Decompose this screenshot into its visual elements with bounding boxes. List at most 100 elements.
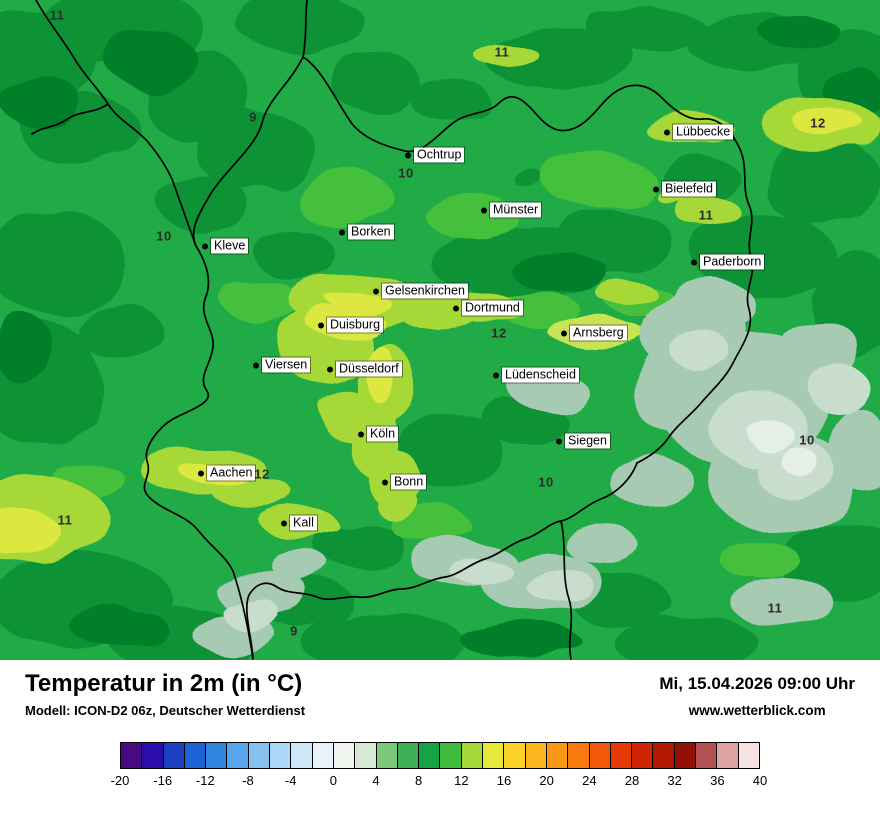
model-info: Modell: ICON-D2 06z, Deutscher Wetterdie… <box>25 703 306 718</box>
scale-segment <box>419 743 441 768</box>
scale-segment <box>483 743 505 768</box>
city-dot-icon <box>202 243 208 249</box>
city-label: Dortmund <box>462 300 523 316</box>
info-right: Mi, 15.04.2026 09:00 Uhr www.wetterblick… <box>659 670 855 718</box>
scale-tick-label: -8 <box>242 773 254 788</box>
city-label: Lüdenscheid <box>502 367 579 383</box>
city-label: Kleve <box>211 238 249 254</box>
scale-segment <box>291 743 313 768</box>
scale-segment <box>355 743 377 768</box>
scale-tick-label: 16 <box>496 773 512 788</box>
city-dot-icon <box>453 305 459 311</box>
scale-tick-label: -16 <box>153 773 173 788</box>
scale-segment <box>270 743 292 768</box>
city-marker: Gelsenkirchen <box>373 283 468 299</box>
city-label: Bielefeld <box>662 181 716 197</box>
city-label: Aachen <box>207 465 256 481</box>
scale-segment <box>206 743 228 768</box>
city-marker: Viersen <box>253 357 311 373</box>
city-label: Gelsenkirchen <box>382 283 468 299</box>
scale-segment <box>610 743 633 768</box>
datetime-label: Mi, 15.04.2026 09:00 Uhr <box>659 674 855 693</box>
scale-segment <box>397 743 420 768</box>
city-dot-icon <box>664 129 670 135</box>
city-label: Lübbecke <box>673 124 734 140</box>
scale-tick-label: -4 <box>284 773 297 788</box>
scale-tick-label: 8 <box>415 773 423 788</box>
scale-segment <box>142 743 164 768</box>
scale-tick-label: 12 <box>454 773 469 788</box>
temperature-value: 9 <box>290 623 298 639</box>
city-marker: Paderborn <box>691 254 765 270</box>
city-dot-icon <box>281 520 287 526</box>
scale-tick-label: 4 <box>372 773 380 788</box>
pale-sage-patches <box>750 420 818 476</box>
temperature-value: 11 <box>57 512 73 528</box>
temperature-value: 9 <box>249 109 257 125</box>
city-dot-icon <box>373 288 379 294</box>
map-graphic <box>0 0 880 660</box>
city-dot-icon <box>493 372 499 378</box>
state-border-lines <box>31 0 754 660</box>
city-label: Siegen <box>565 433 610 449</box>
city-label: Bonn <box>391 474 427 490</box>
city-marker: Duisburg <box>318 317 384 333</box>
scale-segment <box>674 743 697 768</box>
scale-segment <box>568 743 590 768</box>
city-marker: Arnsberg <box>561 325 627 341</box>
scale-tick-label: 40 <box>752 773 768 788</box>
temperature-value: 11 <box>767 600 783 616</box>
city-dot-icon <box>382 479 388 485</box>
website-label: www.wetterblick.com <box>688 703 826 718</box>
temperature-value: 10 <box>156 228 172 244</box>
scale-segment <box>632 743 654 768</box>
city-dot-icon <box>691 259 697 265</box>
temperature-value: 10 <box>538 474 554 490</box>
scale-segment <box>653 743 675 768</box>
scale-segment <box>546 743 569 768</box>
scale-segment <box>525 743 547 768</box>
temperature-value: 12 <box>810 115 826 131</box>
temperature-value: 11 <box>698 207 714 223</box>
scale-segment <box>696 743 718 768</box>
map-overlay-layer: Ochtrup Lübbecke Münster Bielefeld Borken Kle… <box>49 7 826 639</box>
scale-tick-label: 0 <box>329 773 337 788</box>
city-label: Kall <box>290 515 317 531</box>
temperature-map: Ochtrup Lübbecke Münster Bielefeld Borken Kle… <box>0 0 880 660</box>
city-marker: Düsseldorf <box>327 361 402 377</box>
scale-tick-label: -12 <box>195 773 215 788</box>
city-marker: Kall <box>281 515 317 531</box>
city-dot-icon <box>556 438 562 444</box>
city-label: Köln <box>367 426 399 442</box>
scale-segment <box>589 743 611 768</box>
temperature-value: 10 <box>799 432 815 448</box>
city-marker: Köln <box>358 426 399 442</box>
scale-tick-label: 28 <box>624 773 640 788</box>
city-label: Düsseldorf <box>336 361 402 377</box>
scale-segment <box>227 743 249 768</box>
scale-tick-label: 20 <box>539 773 554 788</box>
city-dot-icon <box>653 186 659 192</box>
city-dot-icon <box>339 229 345 235</box>
city-label: Borken <box>348 224 394 240</box>
city-marker: Aachen <box>198 465 256 481</box>
scale-segment <box>184 743 207 768</box>
temperature-value: 12 <box>491 325 507 341</box>
footer: Temperatur in 2m (in °C) Modell: ICON-D2… <box>0 660 880 830</box>
city-marker: Lübbecke <box>664 124 734 140</box>
city-label: Arnsberg <box>570 325 627 341</box>
city-label: Paderborn <box>700 254 765 270</box>
temperature-value: 11 <box>49 7 65 23</box>
city-label: Viersen <box>262 357 311 373</box>
scale-tick-label: -20 <box>110 773 130 788</box>
city-dot-icon <box>481 207 487 213</box>
scale-segment <box>504 743 526 768</box>
color-scale-ticks: -20 -16 -12 -8 -4 0 4 8 12 16 20 24 28 32 36 40 <box>111 773 768 793</box>
scale-segment <box>333 743 356 768</box>
city-label: Münster <box>490 202 542 218</box>
city-marker: Münster <box>481 202 542 218</box>
scale-segment <box>717 743 739 768</box>
dark-green-patches <box>0 0 880 660</box>
city-marker: Bielefeld <box>653 181 716 197</box>
city-dot-icon <box>358 431 364 437</box>
